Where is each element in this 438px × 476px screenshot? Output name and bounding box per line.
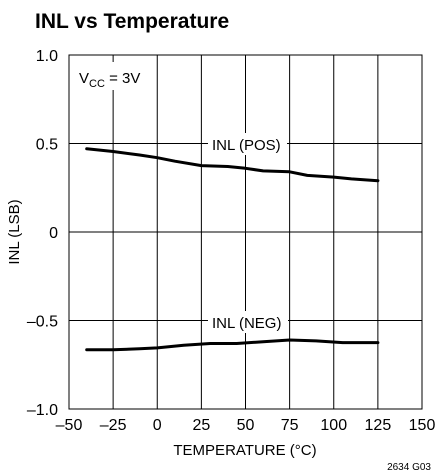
x-tick-label: 150: [409, 417, 436, 434]
x-tick-labels: –50 –25 0 25 50 75 100 125 150: [56, 417, 436, 434]
y-axis-label: INL (LSB): [6, 199, 23, 264]
x-tick-label: 75: [281, 417, 299, 434]
condition-box: [76, 62, 133, 90]
chart-title: INL vs Temperature: [35, 10, 229, 33]
y-tick-labels: –1.0 –0.5 0 0.5 1.0: [27, 48, 58, 419]
condition-label: VCC = 3V: [79, 70, 140, 90]
y-tick-label: –1.0: [27, 402, 58, 419]
x-tick-label: –50: [56, 417, 83, 434]
y-tick-label: –0.5: [27, 314, 58, 331]
series-layer: [85, 147, 380, 352]
x-tick-label: 125: [365, 417, 392, 434]
series-line-inl-neg: [85, 338, 380, 352]
x-tick-label: 0: [153, 417, 162, 434]
x-tick-label: –25: [100, 417, 127, 434]
series-line-inl-pos: [85, 147, 380, 183]
figure-code: 2634 G03: [387, 462, 431, 473]
series-label-pos: INL (POS): [212, 137, 281, 154]
y-tick-label: 1.0: [36, 48, 58, 65]
x-tick-label: 100: [320, 417, 347, 434]
series-label-neg-bg: [208, 311, 288, 333]
y-tick-label: 0: [49, 225, 58, 242]
grid: [68, 54, 423, 410]
series-label-pos-bg: [208, 133, 287, 155]
plot-frame: [68, 54, 423, 410]
x-tick-label: 25: [192, 417, 210, 434]
x-tick-label: 50: [237, 417, 255, 434]
x-axis-label: TEMPERATURE (°C): [173, 442, 316, 459]
series-label-neg: INL (NEG): [212, 315, 281, 332]
y-tick-label: 0.5: [36, 137, 58, 154]
